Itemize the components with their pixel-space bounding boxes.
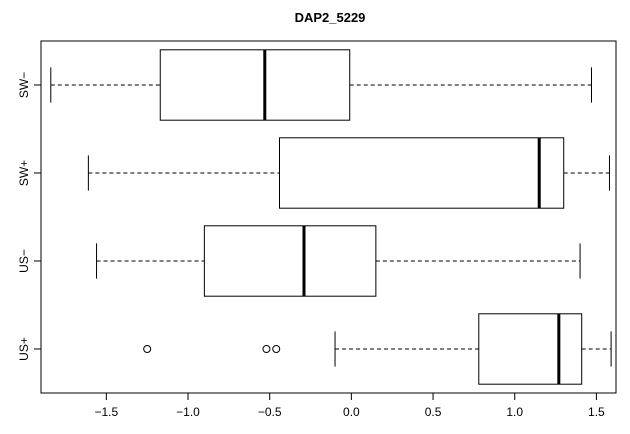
boxes-layer <box>50 49 612 385</box>
x-tick-label: −0.5 <box>258 405 282 419</box>
x-tick-label: 0.0 <box>343 405 360 419</box>
box-group <box>87 137 610 209</box>
iqr-box <box>278 137 565 209</box>
x-tick-label: 1.0 <box>506 405 523 419</box>
box-group <box>50 49 592 121</box>
x-tick-label: 0.5 <box>425 405 442 419</box>
chart-title: DAP2_5229 <box>295 10 366 25</box>
outlier-point <box>143 345 152 353</box>
iqr-box <box>203 225 377 297</box>
y-tick-label: US+ <box>17 337 31 361</box>
y-axis: US+ US− SW+ SW− <box>17 72 42 361</box>
outlier-point <box>262 345 271 353</box>
x-tick-label: −1.5 <box>94 405 118 419</box>
x-axis: −1.5 −1.0 −0.5 0.0 0.5 1.0 1.5 <box>94 392 605 419</box>
x-tick-label: 1.5 <box>588 405 605 419</box>
y-tick-label: SW+ <box>17 160 31 186</box>
y-tick-label: US− <box>17 249 31 273</box>
x-tick-label: −1.0 <box>176 405 200 419</box>
iqr-box <box>159 49 351 121</box>
box-group <box>143 313 612 385</box>
outlier-point <box>272 345 281 353</box>
y-tick-label: SW− <box>17 72 31 98</box>
box-group <box>96 225 581 297</box>
iqr-box <box>478 313 583 385</box>
